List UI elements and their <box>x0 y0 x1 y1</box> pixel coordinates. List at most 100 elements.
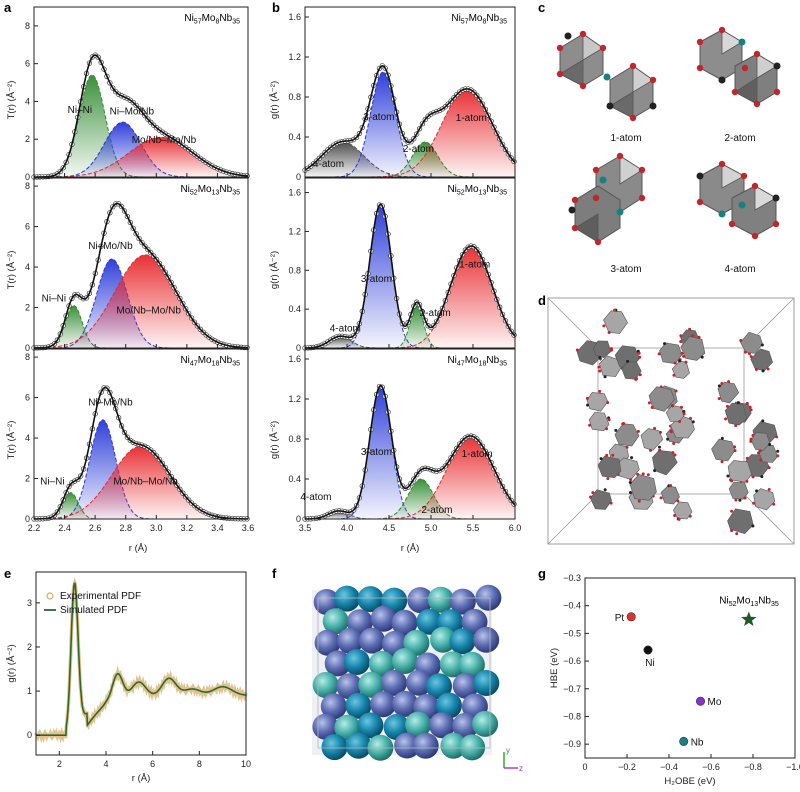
cluster-label-3-atom: 3-atom <box>610 264 641 275</box>
cluster-atom <box>697 335 701 339</box>
cluster-polyhedron <box>640 428 664 451</box>
cluster-atom <box>637 499 641 503</box>
panel-b-ylabel-2: g(r) (Å⁻²) <box>269 251 280 289</box>
composition-title-part: 35 <box>232 190 240 197</box>
peak-fill-Ni–Ni <box>34 75 248 177</box>
cluster-atom <box>691 334 695 338</box>
composition-title-part: 47 <box>190 361 198 368</box>
cluster-label-1-atom: 1-atom <box>610 133 641 144</box>
atom-sphere <box>394 732 421 759</box>
x-axis-label: r (Å) <box>132 773 150 784</box>
series-label-2-atom: 2-atom <box>403 144 434 155</box>
composition-title-part: 35 <box>499 361 507 368</box>
composition-title: Ni52Mo13Nb35 <box>180 184 240 197</box>
cluster-atom <box>734 498 738 502</box>
point-Mo <box>695 696 705 706</box>
atom-sphere <box>345 692 372 719</box>
y-tick-label: 0 <box>27 730 32 740</box>
composition-title-part: 57 <box>461 19 469 26</box>
peak-fill-2-atom <box>305 142 515 177</box>
composition-title-part: 52 <box>457 190 465 197</box>
atom-sphere <box>359 627 385 654</box>
y-tick-label: 1.2 <box>288 394 301 404</box>
panel-g-chart: 0 −0.2 −0.4 −0.6 −0.8 −1.0 −0.3 −0.4 −0.5 −0.6 −0.… <box>549 573 800 787</box>
atom-sphere <box>312 672 339 698</box>
series-label-4-atom: 4-atom <box>313 159 344 170</box>
cluster-atom <box>589 495 593 499</box>
series-label-1-atom: 1-atom <box>456 113 487 124</box>
cluster-atom <box>720 460 724 464</box>
cluster-atom <box>678 359 682 363</box>
cluster-atom <box>607 331 611 335</box>
composition-title-part: Nb <box>219 355 232 366</box>
x-tick-label: 3.0 <box>150 523 163 533</box>
peak-outline-Mo/Nb–Mo/Nb <box>34 136 249 178</box>
cluster-atom <box>621 422 625 426</box>
y-tick-label: 8 <box>25 181 30 191</box>
y-tick-label: −0.9 <box>563 739 581 749</box>
composition-title-part: 8 <box>483 19 487 26</box>
cluster-polyhedron <box>648 386 675 412</box>
y-tick-label: 0 <box>25 172 30 182</box>
y-tick-label: 1.6 <box>288 354 301 364</box>
peak-fill-Mo/Nb–Mo/Nb <box>34 446 248 519</box>
cluster-atom <box>751 475 755 479</box>
cluster-atom <box>598 369 602 373</box>
cluster-atom <box>776 454 780 458</box>
series-label-Ni–Ni: Ni–Ni <box>68 105 92 116</box>
cluster-atom <box>609 348 613 352</box>
cluster-atom <box>749 355 753 359</box>
cluster-atom <box>607 418 611 422</box>
panel-d-supercell <box>547 297 795 545</box>
peak-outline-1-atom <box>305 435 516 520</box>
star-label-part: Mo <box>737 596 751 607</box>
series-label-2-atom: 2-atom <box>421 505 452 516</box>
x-tick-label: 4.5 <box>383 523 396 533</box>
atom-sphere <box>391 609 418 636</box>
cluster-atom <box>673 453 677 457</box>
cluster-atom <box>611 453 615 457</box>
composition-title-part: 57 <box>194 19 202 26</box>
point-label-Mo: Mo <box>708 697 722 708</box>
y-tick-label: −0.8 <box>563 711 581 721</box>
cluster-atom <box>605 427 609 431</box>
y-tick-label: 2 <box>25 474 30 484</box>
cluster-atom <box>754 368 758 372</box>
y-tick-label: 0.8 <box>288 434 301 444</box>
cluster-atom <box>676 499 680 503</box>
panel-letter-e: e <box>4 566 11 581</box>
plot-frame <box>35 571 247 756</box>
composition-title-part: Ni <box>180 355 189 366</box>
cluster-atom <box>717 384 721 388</box>
cluster-atom <box>760 475 764 479</box>
y-tick-label: 1.2 <box>288 226 301 236</box>
x-tick-label: −0.6 <box>702 762 720 772</box>
composition-title-part: Mo <box>198 355 212 366</box>
atom-sphere <box>416 608 443 635</box>
cluster-atom <box>650 406 654 410</box>
x-tick-label: 10 <box>241 759 251 769</box>
cluster-atom <box>767 466 771 470</box>
cluster-atom <box>727 380 731 384</box>
cluster-atom <box>603 375 607 379</box>
cluster-polyhedron <box>711 438 736 462</box>
cluster-atom <box>679 405 683 409</box>
x-axis-label: H₂OBE (eV) <box>664 776 715 787</box>
cluster-atom <box>691 420 695 424</box>
cluster-atom <box>679 340 683 344</box>
series-label-3-atom: 3-atom <box>361 447 392 458</box>
axis-z-label: z <box>519 764 523 773</box>
cluster-atom <box>672 442 676 446</box>
y-tick-label: 1.6 <box>288 188 301 198</box>
cluster-atom <box>657 352 661 356</box>
y-tick-label: 0.4 <box>288 304 301 314</box>
composition-title: Ni52Mo13Nb35 <box>447 184 507 197</box>
atom-sphere <box>449 628 476 655</box>
y-tick-label: 0.4 <box>288 132 301 142</box>
cluster-atom <box>724 417 728 421</box>
x-tick-label: 6.0 <box>509 523 522 533</box>
x-tick-label: −0.2 <box>618 762 636 772</box>
series-label-1-atom: 1-atom <box>462 449 493 460</box>
star-label-part: 52 <box>729 601 737 608</box>
composition-title-part: Mo <box>469 13 483 24</box>
